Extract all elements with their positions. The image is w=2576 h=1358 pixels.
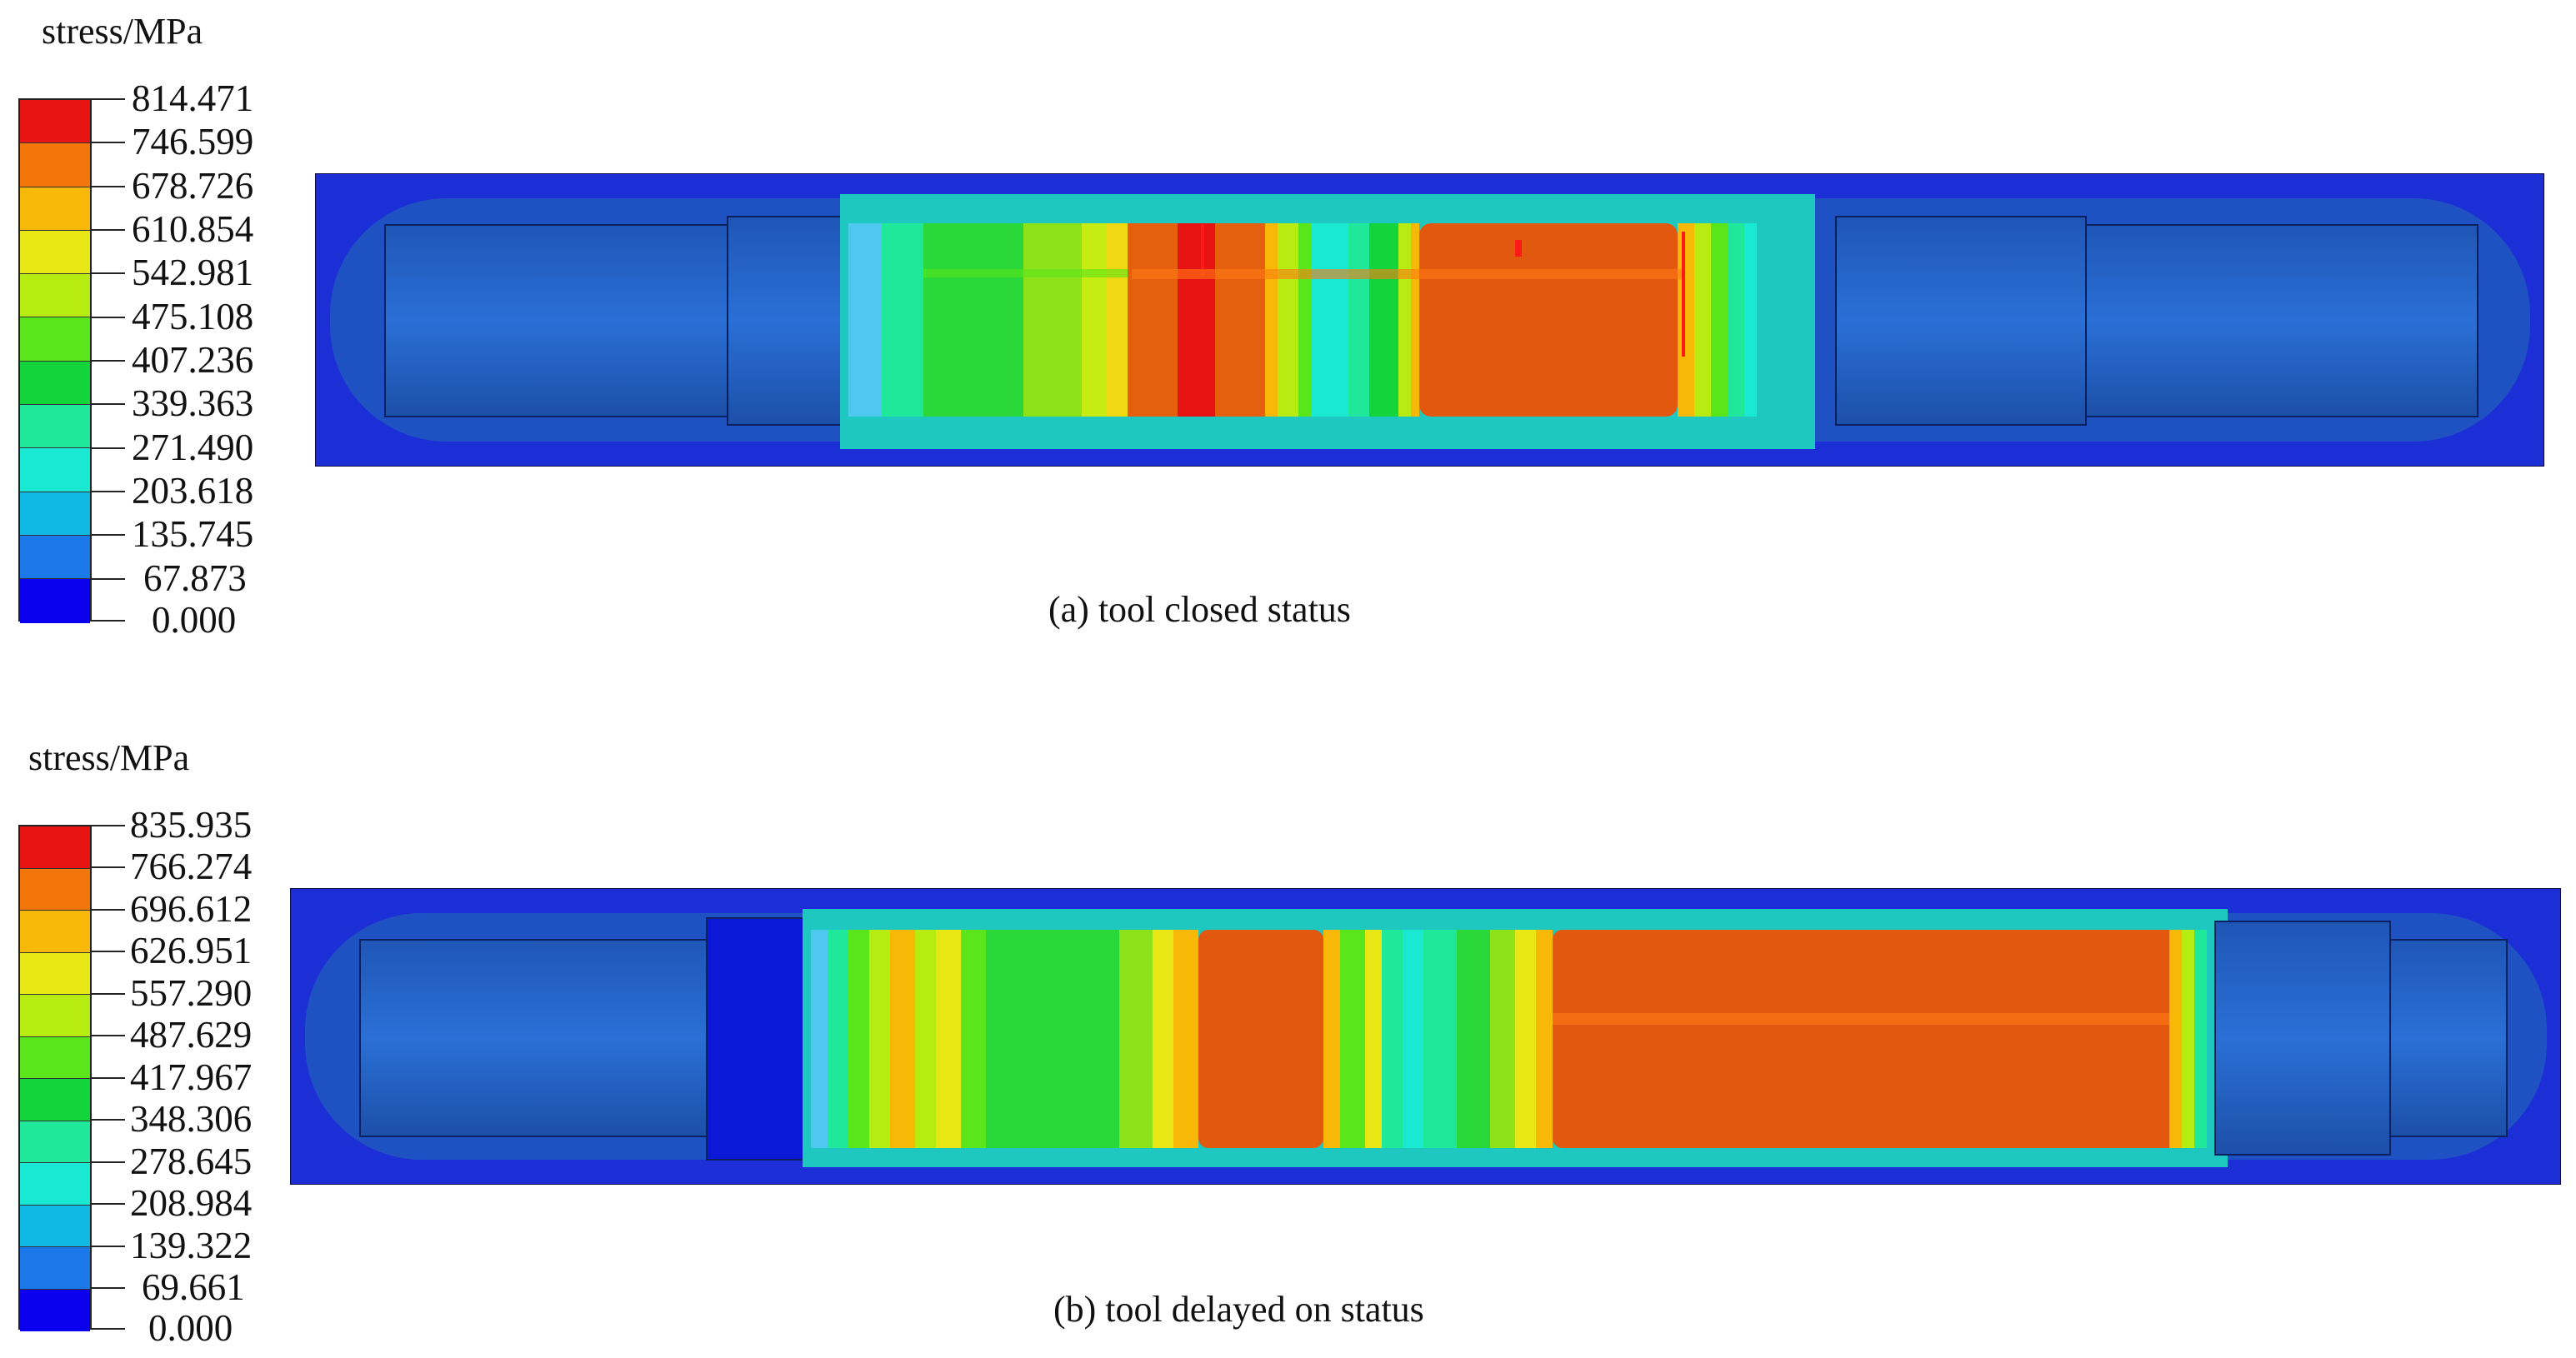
legend-swatch: [20, 1079, 90, 1121]
legend-value: 487.629: [130, 1014, 253, 1056]
left-shaft: [384, 224, 744, 417]
left-collar: [727, 216, 853, 426]
legend-swatch: [20, 535, 90, 580]
legend-value: 678.726: [132, 165, 254, 207]
legend-swatch: [20, 492, 90, 536]
panel-a: stress/MPa 814.471 746.599: [0, 0, 2576, 667]
legend-value: 610.854: [132, 208, 254, 250]
legend-swatch: [20, 100, 90, 144]
legend-value: 475.108: [132, 296, 254, 337]
legend-swatch: [20, 1205, 90, 1247]
legend-value: 766.274: [130, 846, 253, 887]
legend-value: 626.951: [130, 930, 253, 971]
stress-contour-plot-b: [290, 888, 2561, 1185]
legend-value: 0.000: [152, 599, 237, 641]
legend-swatch: [20, 1289, 90, 1331]
legend-value: 67.873: [143, 557, 247, 599]
legend-swatch: [20, 1036, 90, 1079]
legend-swatch: [20, 826, 90, 869]
panel-b: stress/MPa 835.935 766.274: [0, 725, 2576, 1358]
legend-value: 203.618: [132, 470, 254, 512]
stress-legend: 814.471 746.599 678.726 610.854 542.981 …: [18, 80, 302, 639]
stress-contour-plot-a: [315, 173, 2544, 467]
legend-swatch: [20, 868, 90, 911]
legend-value: 696.612: [130, 888, 253, 930]
dark-collar: [706, 917, 808, 1161]
legend-value: 208.984: [130, 1182, 253, 1224]
legend-value: 814.471: [132, 77, 254, 119]
legend-swatch: [20, 274, 90, 318]
legend-swatch: [20, 952, 90, 995]
left-shaft: [359, 939, 711, 1137]
legend-value: 835.935: [130, 804, 253, 846]
legend-value: 0.000: [148, 1307, 233, 1349]
legend-value: 69.661: [142, 1266, 245, 1308]
legend-value: 139.322: [130, 1225, 253, 1266]
legend-value: 407.236: [132, 339, 254, 381]
legend-value: 339.363: [132, 382, 254, 424]
legend-color-bar: [18, 98, 92, 623]
stress-bands: [840, 194, 1815, 449]
legend-value: 417.967: [130, 1056, 253, 1098]
legend-swatch: [20, 1121, 90, 1163]
legend-swatch: [20, 448, 90, 492]
caption-a: (a) tool closed status: [1048, 589, 1351, 630]
legend-title: stress/MPa: [42, 11, 203, 52]
legend-swatch: [20, 361, 90, 406]
legend-swatch: [20, 405, 90, 449]
legend-swatch: [20, 1247, 90, 1290]
legend-swatch: [20, 230, 90, 275]
caption-b: (b) tool delayed on status: [1053, 1289, 1424, 1330]
right-collar: [2214, 921, 2391, 1156]
legend-swatch: [20, 995, 90, 1037]
legend-value: 557.290: [130, 972, 253, 1014]
legend-swatch: [20, 579, 90, 623]
legend-swatch: [20, 187, 90, 231]
legend-swatch: [20, 911, 90, 953]
legend-value: 135.745: [132, 513, 254, 555]
right-collar: [1835, 216, 2087, 426]
legend-color-bar: [18, 825, 92, 1331]
legend-value: 278.645: [130, 1141, 253, 1182]
stress-bands: [803, 909, 2228, 1167]
legend-swatch: [20, 317, 90, 362]
legend-swatch: [20, 1163, 90, 1206]
legend-value: 746.599: [132, 121, 254, 162]
legend-value: 542.981: [132, 252, 254, 293]
legend-value: 271.490: [132, 427, 254, 468]
right-shaft: [2389, 939, 2508, 1137]
stress-legend: 835.935 766.274 696.612 626.951 557.290 …: [18, 806, 302, 1347]
right-shaft: [2085, 224, 2478, 417]
legend-swatch: [20, 143, 90, 187]
legend-value: 348.306: [130, 1098, 253, 1140]
legend-title: stress/MPa: [28, 737, 190, 778]
